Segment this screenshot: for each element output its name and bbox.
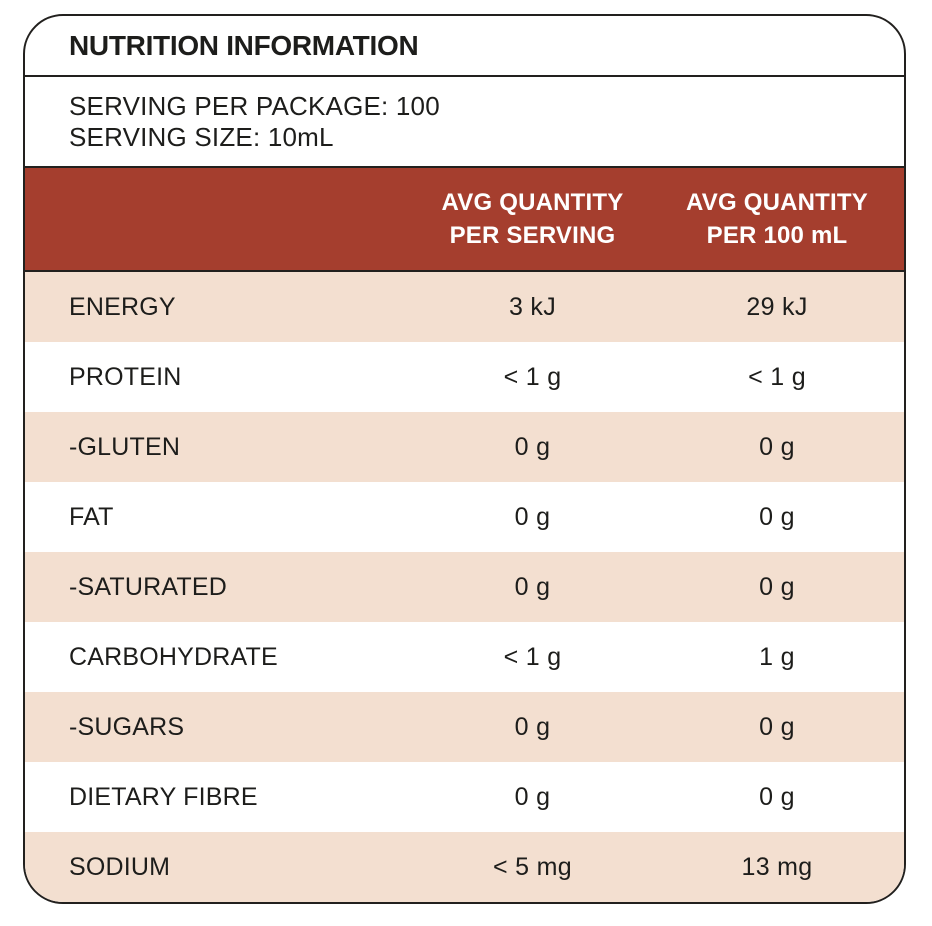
- table-row: SODIUM < 5 mg 13 mg: [25, 832, 904, 902]
- serving-info: SERVING PER PACKAGE: 100 SERVING SIZE: 1…: [25, 77, 904, 166]
- per-serving-value: < 1 g: [503, 642, 562, 671]
- nutrient-label: FAT: [69, 502, 114, 531]
- per-100ml-value: 1 g: [759, 642, 795, 671]
- table-row: PROTEIN < 1 g < 1 g: [25, 342, 904, 412]
- column-header-per-100ml-line1: AVG QUANTITY: [686, 189, 868, 216]
- per-100ml-value: 13 mg: [741, 852, 813, 881]
- table-row: CARBOHYDRATE < 1 g 1 g: [25, 622, 904, 692]
- table-body: ENERGY 3 kJ 29 kJ PROTEIN < 1 g < 1 g -G…: [25, 272, 904, 902]
- per-serving-value: 0 g: [514, 572, 551, 601]
- nutrient-label: CARBOHYDRATE: [69, 642, 278, 671]
- per-serving-value: 0 g: [514, 502, 551, 531]
- column-header-per-serving: AVG QUANTITY PER SERVING: [415, 186, 650, 252]
- table-row: -GLUTEN 0 g 0 g: [25, 412, 904, 482]
- per-serving-value: 3 kJ: [508, 292, 557, 321]
- table-header-row: AVG QUANTITY PER SERVING AVG QUANTITY PE…: [25, 166, 904, 272]
- per-serving-value: 0 g: [514, 782, 551, 811]
- nutrient-label: SODIUM: [69, 852, 171, 881]
- column-header-per-100ml: AVG QUANTITY PER 100 mL: [650, 186, 904, 252]
- table-row: -SATURATED 0 g 0 g: [25, 552, 904, 622]
- panel-title: NUTRITION INFORMATION: [69, 29, 419, 61]
- per-serving-value: 0 g: [514, 432, 551, 461]
- nutrient-label: -SUGARS: [69, 712, 185, 741]
- nutrient-label: ENERGY: [69, 292, 176, 321]
- panel-title-section: NUTRITION INFORMATION: [25, 16, 904, 77]
- table-row: -SUGARS 0 g 0 g: [25, 692, 904, 762]
- table-row: FAT 0 g 0 g: [25, 482, 904, 552]
- per-100ml-value: 0 g: [759, 502, 795, 531]
- table-row: ENERGY 3 kJ 29 kJ: [25, 272, 904, 342]
- nutrient-label: -SATURATED: [69, 572, 228, 601]
- per-serving-value: 0 g: [514, 712, 551, 741]
- serving-size: SERVING SIZE: 10mL: [69, 121, 334, 152]
- per-100ml-value: 0 g: [759, 572, 795, 601]
- column-header-per-100ml-line2: PER 100 mL: [706, 222, 848, 249]
- nutrient-label: PROTEIN: [69, 362, 182, 391]
- nutrition-panel: NUTRITION INFORMATION SERVING PER PACKAG…: [23, 14, 906, 904]
- nutrient-label: DIETARY FIBRE: [69, 782, 258, 811]
- serving-per-package: SERVING PER PACKAGE: 100: [69, 90, 440, 121]
- per-serving-value: < 5 mg: [493, 852, 572, 881]
- per-100ml-value: < 1 g: [748, 362, 806, 391]
- per-100ml-value: 0 g: [759, 712, 795, 741]
- per-serving-value: < 1 g: [503, 362, 562, 391]
- per-100ml-value: 0 g: [759, 782, 795, 811]
- nutrient-label: -GLUTEN: [69, 432, 181, 461]
- per-100ml-value: 0 g: [759, 432, 795, 461]
- column-header-per-serving-line1: AVG QUANTITY: [441, 189, 624, 216]
- column-header-per-serving-line2: PER SERVING: [449, 222, 616, 249]
- table-row: DIETARY FIBRE 0 g 0 g: [25, 762, 904, 832]
- per-100ml-value: 29 kJ: [746, 292, 808, 321]
